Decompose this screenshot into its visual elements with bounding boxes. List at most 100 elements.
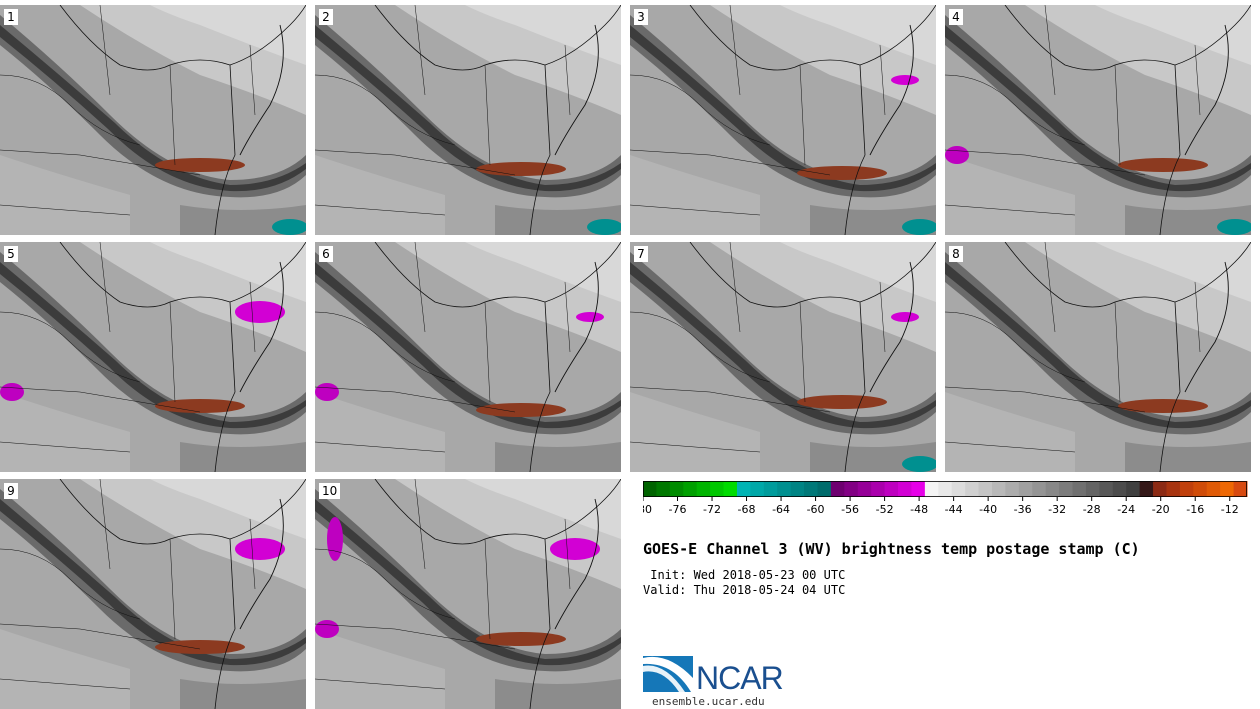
site-url: ensemble.ucar.edu: [652, 695, 765, 708]
wv-map: [630, 242, 936, 472]
wv-map: [0, 242, 306, 472]
brown-max-area: [155, 640, 245, 654]
colorbar-swatch: [1085, 481, 1100, 497]
colorbar-swatch: [844, 481, 859, 497]
colorbar-swatch: [696, 481, 711, 497]
colorbar-tick-label: -24: [1117, 503, 1135, 516]
wv-map: [0, 5, 306, 235]
cold-cloud-area: [235, 538, 285, 560]
wv-map: [315, 242, 621, 472]
brown-max-area: [1118, 399, 1208, 413]
wv-map: [945, 242, 1251, 472]
brown-max-area: [476, 162, 566, 176]
colorbar-swatch: [723, 481, 738, 497]
brown-max-area: [797, 166, 887, 180]
colorbar: -80 -76 -72 -68 -64 -60 -56 -52 -48 -44 -40 -36 -32 -…: [634, 481, 1253, 525]
colorbar-tick-label: -68: [738, 503, 756, 516]
colorbar-swatch: [656, 481, 671, 497]
panel-number: 10: [319, 483, 341, 499]
postage-stamp-panel: 10: [315, 479, 621, 709]
teal-cloud-area: [272, 219, 306, 235]
panel-number: 6: [319, 246, 333, 262]
colorbar-swatch: [884, 481, 899, 497]
colorbar-swatch: [643, 481, 657, 497]
colorbar-swatch: [1045, 481, 1060, 497]
colorbar-swatch: [1233, 481, 1248, 497]
colorbar-swatch: [1220, 481, 1235, 497]
cold-cloud-area: [576, 312, 604, 322]
panel-number: 2: [319, 9, 333, 25]
panel-number: 9: [4, 483, 18, 499]
colorbar-swatch: [857, 481, 872, 497]
teal-cloud-area: [1217, 219, 1251, 235]
colorbar-swatch: [1153, 481, 1167, 497]
colorbar-swatch: [1126, 481, 1141, 497]
colorbar-tick-label: -72: [703, 503, 721, 516]
brown-max-area: [476, 632, 566, 646]
colorbar-tick-label: -48: [910, 503, 928, 516]
colorbar-tick-label: -60: [807, 503, 825, 516]
colorbar-swatch: [965, 481, 980, 497]
brown-max-area: [155, 158, 245, 172]
colorbar-swatch: [683, 481, 698, 497]
wv-map: [0, 479, 306, 709]
colorbar-swatch: [736, 481, 751, 497]
colorbar-swatch: [750, 481, 765, 497]
colorbar-swatch: [1099, 481, 1114, 497]
postage-stamp-panel: 2: [315, 5, 621, 235]
colorbar-swatch: [924, 481, 939, 497]
colorbar-swatch: [1166, 481, 1181, 497]
colorbar-swatch: [669, 481, 684, 497]
colorbar-swatch: [1072, 481, 1087, 497]
teal-cloud-area: [587, 219, 621, 235]
ncar-logo-text: NCAR: [696, 660, 784, 696]
cold-cloud-area: [315, 383, 339, 401]
panel-number: 4: [949, 9, 963, 25]
colorbar-swatch: [911, 481, 926, 497]
postage-stamp-panel: 8: [945, 242, 1251, 472]
colorbar-swatch: [763, 481, 778, 497]
colorbar-tick-label: -56: [841, 503, 859, 516]
brown-max-area: [797, 395, 887, 409]
colorbar-swatch: [1139, 481, 1154, 497]
cold-cloud-area: [891, 75, 919, 85]
postage-stamp-panel: 4: [945, 5, 1251, 235]
colorbar-swatch: [991, 481, 1006, 497]
colorbar-swatch: [1018, 481, 1033, 497]
cold-cloud-area: [327, 517, 343, 561]
colorbar-swatch: [777, 481, 792, 497]
colorbar-swatch: [1179, 481, 1194, 497]
colorbar-tick-label: -36: [1014, 503, 1032, 516]
brown-max-area: [1118, 158, 1208, 172]
valid-time: Valid: Thu 2018-05-24 04 UTC: [643, 583, 846, 597]
teal-cloud-area: [902, 456, 936, 472]
panel-number: 1: [4, 9, 18, 25]
wv-map: [315, 479, 621, 709]
colorbar-swatch: [938, 481, 953, 497]
colorbar-swatch: [951, 481, 966, 497]
colorbar-swatch: [710, 481, 725, 497]
cold-cloud-area: [891, 312, 919, 322]
panel-number: 7: [634, 246, 648, 262]
ncar-logo-icon: [643, 652, 695, 696]
colorbar-tick-label: -32: [1048, 503, 1066, 516]
colorbar-swatch: [830, 481, 845, 497]
figure-title: GOES-E Channel 3 (WV) brightness temp po…: [643, 540, 1140, 558]
colorbar-swatch: [790, 481, 805, 497]
colorbar-tick-label: -44: [945, 503, 963, 516]
wv-map: [945, 5, 1251, 235]
colorbar-tick-label: -12: [1221, 503, 1239, 516]
init-time: Init: Wed 2018-05-23 00 UTC: [643, 568, 846, 582]
colorbar-swatch: [817, 481, 832, 497]
cold-cloud-area: [0, 383, 24, 401]
colorbar-swatch: [871, 481, 886, 497]
colorbar-swatch: [1032, 481, 1047, 497]
postage-stamp-panel: 7: [630, 242, 936, 472]
panel-number: 5: [4, 246, 18, 262]
colorbar-tick-label: -80: [643, 503, 652, 516]
colorbar-tick-label: -76: [669, 503, 687, 516]
colorbar-swatch: [978, 481, 993, 497]
postage-stamp-panel: 5: [0, 242, 306, 472]
colorbar-svg: -80 -76 -72 -68 -64 -60 -56 -52 -48 -44 -40 -36 -32 -…: [634, 481, 1248, 516]
postage-stamp-panel: 1: [0, 5, 306, 235]
